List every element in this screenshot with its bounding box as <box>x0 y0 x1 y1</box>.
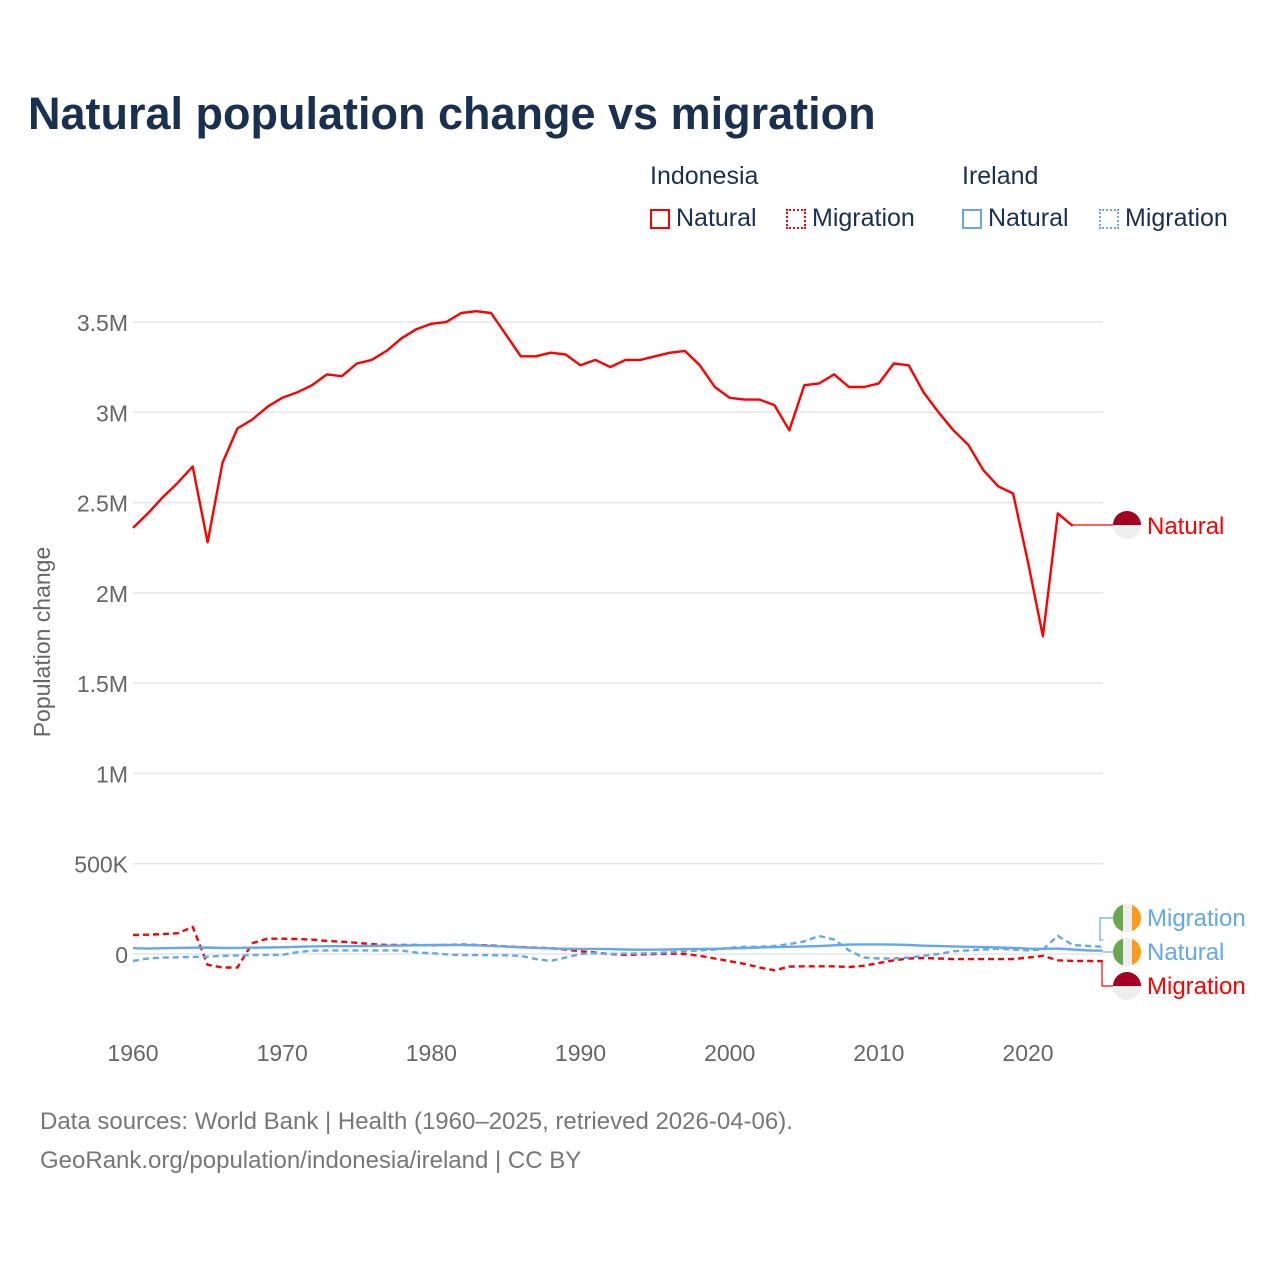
connector-line <box>1101 960 1113 987</box>
series-line-indonesia-natural <box>132 310 1074 638</box>
legend-item-ireland-migration[interactable]: Migration <box>1099 204 1228 233</box>
ireland-flag-icon <box>1113 904 1141 932</box>
end-label-ireland-natural: Natural <box>1147 939 1224 966</box>
chart-title: Natural population change vs migration <box>28 88 876 139</box>
solid-swatch-icon <box>650 208 670 229</box>
x-tick-label: 1990 <box>555 1040 606 1066</box>
y-tick-label: 1M <box>96 761 128 787</box>
dotted-swatch-icon <box>786 208 806 229</box>
dotted-swatch-icon <box>1099 208 1119 229</box>
legend-group-indonesia: Indonesia <box>650 162 759 190</box>
connector-line <box>1099 917 1113 941</box>
legend-label: Migration <box>1125 204 1228 232</box>
y-tick-label: 500K <box>74 852 128 878</box>
legend-item-indonesia-migration[interactable]: Migration <box>786 204 915 233</box>
indonesia-flag-icon <box>1113 972 1141 1000</box>
legend-item-ireland-natural[interactable]: Natural <box>962 204 1069 233</box>
x-tick-label: 1970 <box>257 1040 308 1066</box>
y-tick-label: 2M <box>96 581 128 607</box>
x-tick-label: 1980 <box>406 1040 457 1066</box>
legend-label: Natural <box>676 204 757 232</box>
end-label-indonesia-migration: Migration <box>1147 973 1246 1000</box>
series-line-ireland-natural <box>132 943 1103 952</box>
ireland-flag-icon <box>1113 938 1141 966</box>
end-label-ireland-migration: Migration <box>1147 905 1246 932</box>
series-line-ireland-migration <box>132 934 1103 963</box>
indonesia-flag-icon <box>1113 511 1141 539</box>
legend-label: Natural <box>988 204 1069 232</box>
y-tick-label: 3M <box>96 400 128 426</box>
legend-item-indonesia-natural[interactable]: Natural <box>650 204 757 233</box>
solid-swatch-icon <box>962 208 982 229</box>
legend-group-ireland: Ireland <box>962 162 1039 190</box>
x-tick-label: 2000 <box>704 1040 755 1066</box>
end-label-indonesia-natural: Natural <box>1147 513 1224 540</box>
x-tick-label: 2010 <box>853 1040 904 1066</box>
footer-link[interactable]: GeoRank.org/population/indonesia/ireland… <box>40 1147 582 1174</box>
x-tick-label: 2020 <box>1002 1040 1053 1066</box>
x-tick-label: 1960 <box>107 1040 158 1066</box>
series-line-indonesia-migration <box>132 925 1103 972</box>
y-tick-label: 2.5M <box>77 491 128 517</box>
y-tick-label: 0 <box>115 942 128 968</box>
legend-label: Migration <box>812 204 915 232</box>
footer-sources: Data sources: World Bank | Health (1960–… <box>40 1108 793 1135</box>
y-axis-label: Population change <box>29 547 55 738</box>
y-tick-label: 3.5M <box>77 310 128 336</box>
y-tick-label: 1.5M <box>77 671 128 697</box>
